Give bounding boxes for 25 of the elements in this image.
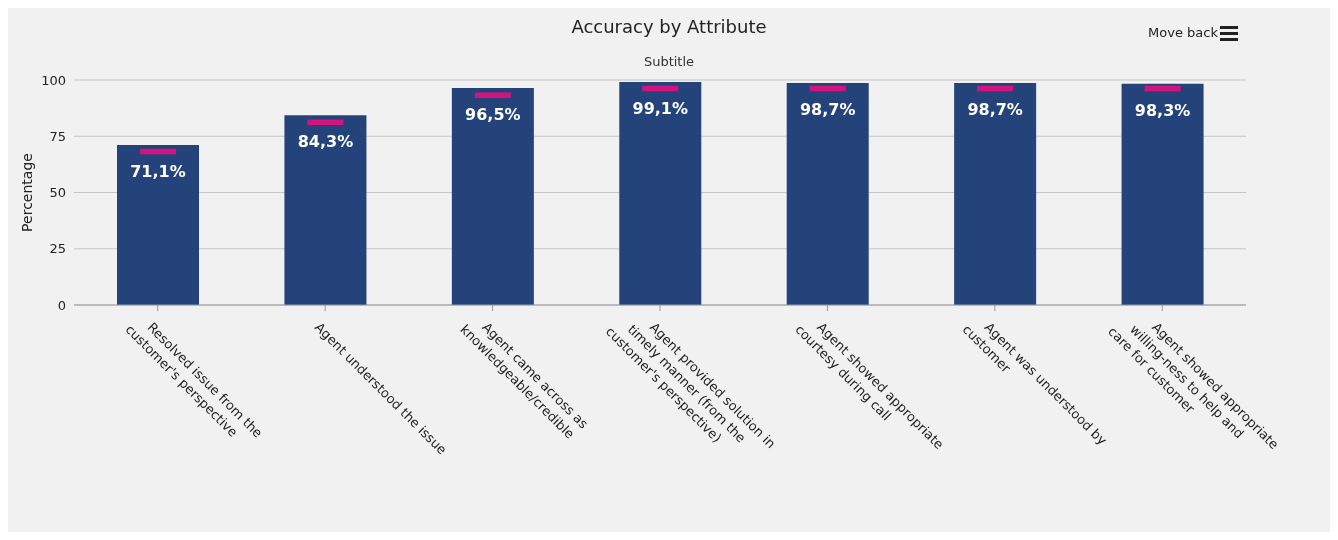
bar	[954, 82, 1037, 305]
data-label: 98,3%	[1134, 100, 1191, 120]
bar	[786, 82, 869, 305]
data-label: 71,1%	[130, 162, 186, 182]
bar	[474, 92, 511, 98]
chart-subtitle: Subtitle	[642, 54, 696, 69]
data-label: 98,7%	[799, 99, 856, 119]
y-tick-label: 100	[41, 72, 66, 88]
bar	[284, 115, 367, 305]
bar	[307, 119, 344, 125]
data-label: 98,7%	[967, 99, 1023, 119]
bar	[117, 145, 199, 305]
y-axis-title: Percentage	[18, 153, 35, 232]
y-tick-label: 0	[57, 297, 66, 313]
bar	[619, 82, 702, 305]
data-label: 99,1%	[632, 99, 689, 119]
y-tick-label: 75	[49, 128, 66, 144]
y-tick-label: 25	[49, 241, 66, 257]
bar	[451, 87, 534, 305]
y-tick-label: 50	[49, 185, 66, 201]
data-label: 84,3%	[297, 132, 354, 152]
text: Move back	[1148, 25, 1218, 40]
data-label: 96,5%	[465, 104, 521, 124]
chart-title: Accuracy by Attribute	[571, 16, 767, 37]
bar	[1121, 83, 1204, 305]
